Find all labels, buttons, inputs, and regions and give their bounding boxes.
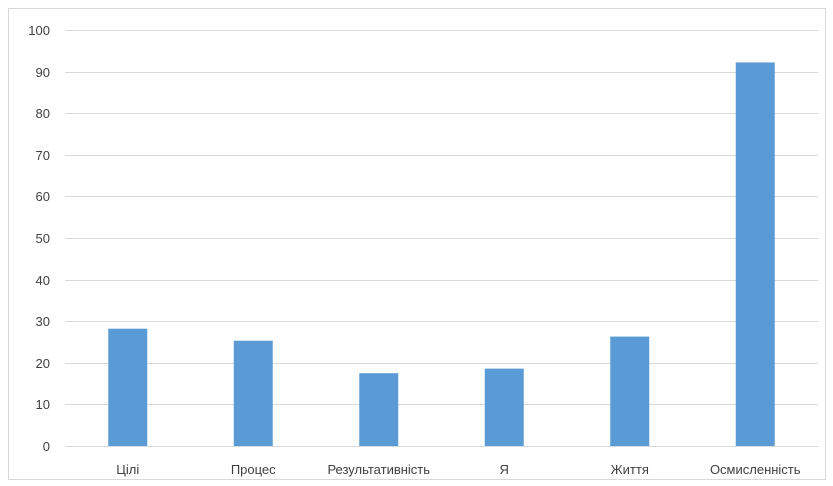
y-tick-label: 70	[36, 148, 50, 163]
bars	[108, 62, 775, 446]
x-axis-tick-labels: Цілі Процес Результативність Я Життя Осмислен…	[116, 462, 801, 477]
y-tick-label: 50	[36, 231, 50, 246]
y-axis-tick-labels: 0 10 20 30 40 50 60 70 80 90 100	[28, 23, 50, 454]
bar-2	[233, 340, 273, 446]
x-tick-label: Цілі	[116, 462, 139, 477]
x-tick-label: Процес	[231, 462, 276, 477]
x-tick-label: Осмисленність	[710, 462, 801, 477]
y-tick-label: 40	[36, 273, 50, 288]
y-tick-label: 100	[28, 23, 50, 38]
x-tick-label: Я	[500, 462, 509, 477]
bar-1	[108, 328, 148, 446]
bar-5	[610, 336, 650, 446]
grid-lines	[65, 30, 818, 447]
y-tick-label: 90	[36, 65, 50, 80]
y-tick-label: 30	[36, 314, 50, 329]
y-tick-label: 0	[43, 439, 50, 454]
y-tick-label: 10	[36, 397, 50, 412]
y-tick-label: 80	[36, 106, 50, 121]
x-tick-label: Життя	[611, 462, 649, 477]
x-tick-label: Результативність	[327, 462, 430, 477]
bar-6	[735, 62, 775, 446]
y-tick-label: 60	[36, 189, 50, 204]
y-tick-label: 20	[36, 356, 50, 371]
bar-3	[359, 373, 399, 446]
bar-4	[484, 368, 524, 446]
